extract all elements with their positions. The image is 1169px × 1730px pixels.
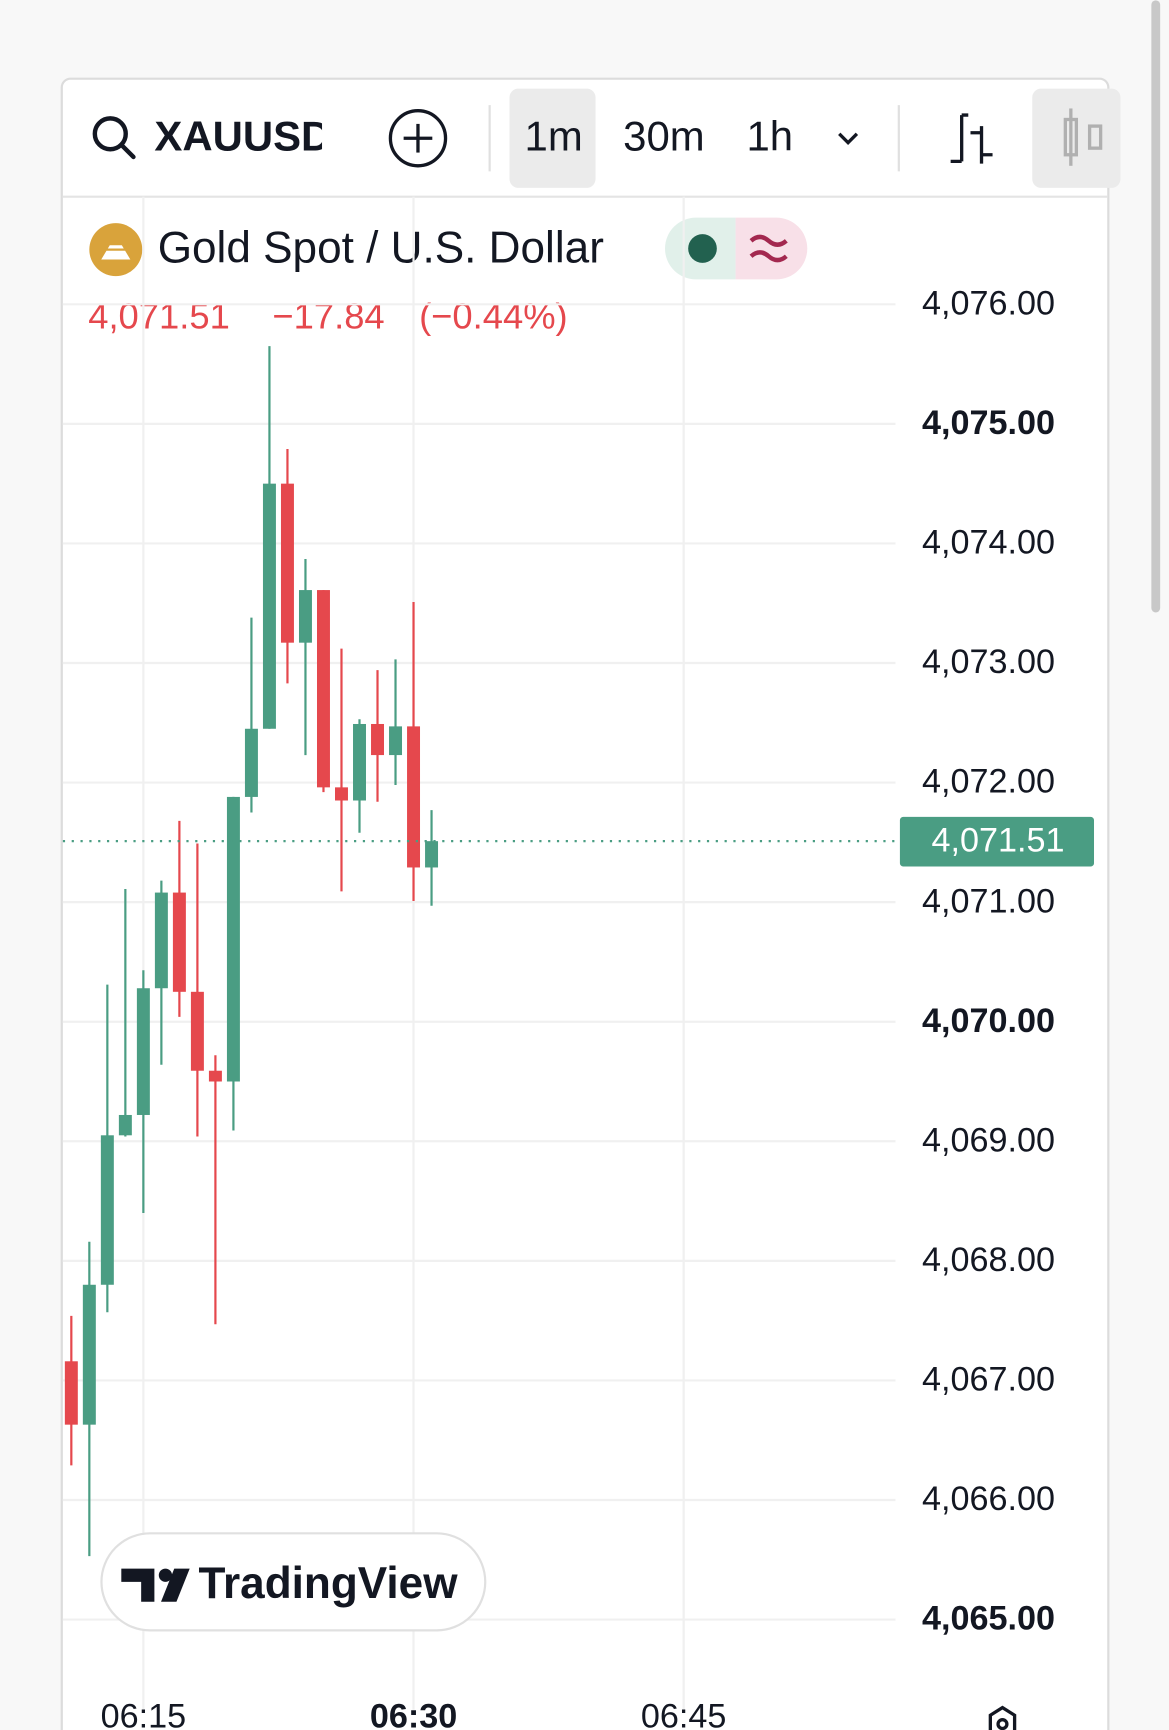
x-tick-label: 06:45 — [641, 1698, 727, 1730]
candle-body — [100, 1135, 114, 1285]
branding: TradingView — [199, 1559, 459, 1608]
search-icon-handle — [119, 142, 136, 160]
candle-body — [407, 726, 421, 868]
x-tick-label: 06:30 — [370, 1698, 457, 1730]
candle-body — [154, 892, 168, 989]
y-tick-label: 4,065.00 — [922, 1600, 1055, 1638]
symbol-search[interactable]: XAUUSD — [92, 112, 331, 160]
settings-button[interactable] — [988, 1705, 1017, 1730]
y-tick-label: 4,067.00 — [922, 1361, 1055, 1399]
candle-body — [425, 841, 439, 868]
status-toggle[interactable] — [665, 217, 808, 280]
candle-body — [262, 483, 276, 729]
candle-body — [172, 892, 186, 992]
y-tick-label: 4,076.00 — [922, 284, 1055, 322]
y-tick-label: 4,066.00 — [922, 1480, 1055, 1518]
chart-title: Gold Spot / U.S. Dollar — [158, 223, 604, 272]
y-tick-label: 4,075.00 — [922, 404, 1055, 442]
y-tick-label: 4,068.00 — [922, 1241, 1055, 1279]
candle-body — [244, 728, 258, 797]
candle-body — [64, 1361, 78, 1425]
price: 4,071.51 — [88, 296, 230, 337]
widget — [60, 77, 1110, 1730]
candle-body — [82, 1284, 96, 1425]
bar-style-button[interactable] — [950, 113, 993, 164]
interval[interactable]: 30m — [623, 112, 704, 159]
candle-body — [335, 787, 348, 801]
candle-body — [226, 796, 240, 1082]
candle-body — [190, 991, 204, 1071]
symbol: XAUUSD — [154, 112, 331, 159]
y-tick-label: 4,069.00 — [922, 1121, 1055, 1159]
interval-active-bg — [509, 88, 596, 188]
candle-body — [118, 1114, 132, 1136]
symbol-logo-mark — [97, 243, 135, 262]
candle-style-icon — [1063, 108, 1103, 166]
y-tick-label: 4,074.00 — [922, 524, 1055, 562]
last-price-tag — [899, 816, 1095, 867]
interval[interactable]: 1m — [525, 112, 583, 159]
y-tick-label: 4,072.00 — [922, 763, 1055, 801]
x-tick-label: 06:15 — [101, 1698, 187, 1730]
candle-body — [389, 726, 403, 756]
interval-dropdown[interactable] — [838, 132, 859, 145]
candle-body — [371, 723, 384, 756]
y-tick-label: 4,073.00 — [922, 643, 1055, 681]
last-price-label: 4,071.51 — [932, 821, 1065, 859]
candle-body — [353, 723, 366, 801]
candles — [64, 346, 439, 1557]
candle-body — [316, 590, 330, 788]
axes: 4,065.00 4,066.00 4,067.00 4,068.00 4,069.00… — [62, 284, 1095, 1730]
search-icon — [92, 116, 128, 152]
candle-body — [298, 590, 312, 643]
change-percent: (−0.44%) — [419, 296, 568, 337]
y-tick-label: 4,071.00 — [922, 882, 1055, 920]
y-tick-label: 4,070.00 — [922, 1002, 1055, 1040]
compare-button[interactable] — [388, 109, 448, 168]
candle-body — [280, 483, 294, 643]
interval[interactable]: 1h — [746, 112, 793, 159]
branding-badge[interactable]: TradingView — [100, 1532, 487, 1632]
candle-body — [208, 1070, 222, 1082]
change: −17.84 — [272, 296, 384, 337]
candle-body — [136, 988, 150, 1115]
scrollbar[interactable] — [1151, 0, 1161, 613]
